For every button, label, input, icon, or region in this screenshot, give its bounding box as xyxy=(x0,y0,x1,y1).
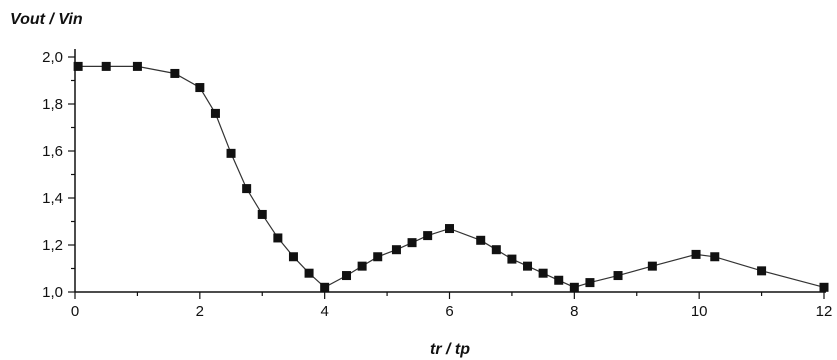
data-point xyxy=(710,252,720,262)
y-tick-label: 1,2 xyxy=(42,237,63,254)
data-point xyxy=(523,261,533,271)
series-line xyxy=(78,65,825,289)
data-point xyxy=(288,252,298,262)
data-point xyxy=(226,148,236,158)
y-tick-label: 1,0 xyxy=(42,284,63,301)
x-tick-label: 2 xyxy=(196,303,204,320)
data-point xyxy=(507,254,517,264)
data-point xyxy=(273,233,283,243)
data-point xyxy=(132,61,142,71)
data-point xyxy=(170,68,180,78)
data-point xyxy=(73,61,83,71)
tick-marks xyxy=(68,56,825,299)
data-point xyxy=(357,261,367,271)
y-axis-title: Vout / Vin xyxy=(10,11,83,28)
x-tick-label: 8 xyxy=(570,303,578,320)
data-point xyxy=(101,61,111,71)
tick-labels: 0 2 4 6 8 10 12 1,0 1,2 1,4 1,6 1,8 2,0 xyxy=(42,49,832,320)
data-point xyxy=(342,271,352,281)
data-point xyxy=(195,83,205,93)
data-point xyxy=(373,252,383,262)
data-point xyxy=(691,249,701,259)
x-tick-label: 6 xyxy=(445,303,453,320)
data-point xyxy=(613,271,623,281)
data-point xyxy=(257,209,267,219)
data-point xyxy=(491,245,501,255)
data-point xyxy=(391,245,401,255)
x-tick-label: 12 xyxy=(816,303,833,320)
y-tick-label: 2,0 xyxy=(42,49,63,66)
data-series xyxy=(73,61,829,292)
data-point xyxy=(538,268,548,278)
data-point xyxy=(304,268,314,278)
data-point xyxy=(407,238,417,248)
x-tick-label: 0 xyxy=(71,303,79,320)
data-point xyxy=(757,266,767,276)
data-point xyxy=(242,184,252,194)
data-point xyxy=(569,282,579,292)
data-point xyxy=(320,282,330,292)
x-tick-label: 4 xyxy=(320,303,328,320)
data-point xyxy=(819,282,829,292)
y-tick-label: 1,6 xyxy=(42,143,63,160)
data-point xyxy=(476,235,486,245)
data-point xyxy=(585,278,595,288)
data-point xyxy=(210,108,220,118)
x-tick-label: 10 xyxy=(691,303,708,320)
x-axis-title: tr / tp xyxy=(430,341,470,358)
y-tick-label: 1,8 xyxy=(42,96,63,113)
y-tick-label: 1,4 xyxy=(42,190,63,207)
data-point xyxy=(445,224,454,234)
data-point xyxy=(647,261,657,271)
data-point xyxy=(423,231,433,241)
data-point xyxy=(554,275,564,285)
